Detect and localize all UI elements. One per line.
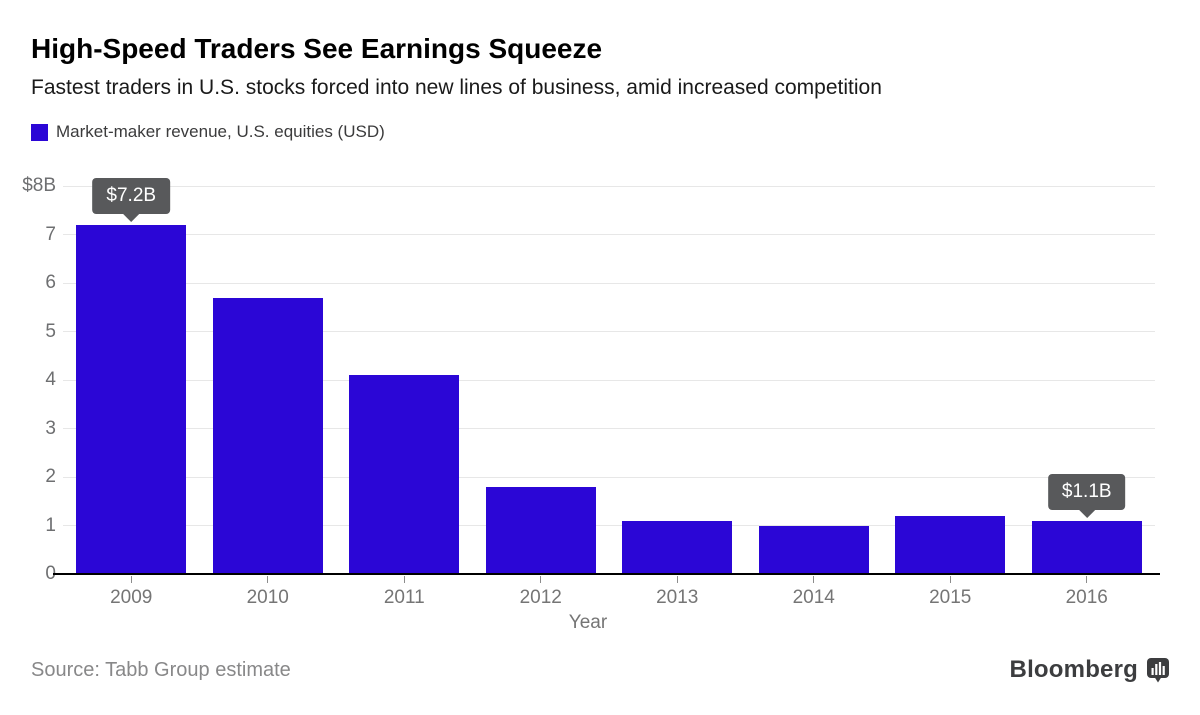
x-axis-line xyxy=(53,573,1160,575)
y-gridline xyxy=(63,282,1155,284)
bar-2010 xyxy=(212,297,323,574)
y-tick-label: 0 xyxy=(45,563,56,584)
y-tick-label: 2 xyxy=(45,466,56,487)
y-gridline xyxy=(63,331,1155,332)
x-tick-label: 2012 xyxy=(519,587,562,608)
x-tick-label: 2013 xyxy=(656,587,699,608)
y-gridline xyxy=(63,428,1155,429)
x-tick xyxy=(130,576,132,583)
legend-label: Market-maker revenue, U.S. equities (USD… xyxy=(56,122,385,141)
bar-2011 xyxy=(349,375,460,574)
x-tick-label: 2015 xyxy=(929,587,972,608)
x-tick xyxy=(267,576,269,583)
x-tick-label: 2011 xyxy=(383,587,425,608)
chart-subtitle: Fastest traders in U.S. stocks forced in… xyxy=(31,76,882,99)
x-tick xyxy=(813,576,815,583)
bar-2012 xyxy=(485,486,596,574)
x-tick xyxy=(1086,576,1088,583)
bar-2013 xyxy=(622,520,733,574)
x-tick-label: 2010 xyxy=(246,587,289,608)
bar-2016 xyxy=(1031,520,1142,574)
bar-2015 xyxy=(895,515,1006,574)
y-gridline xyxy=(63,379,1155,381)
y-gridline xyxy=(63,185,1155,187)
bloomberg-wordmark: Bloomberg xyxy=(1009,656,1138,683)
x-tick-label: 2014 xyxy=(792,587,835,608)
bloomberg-chart-bubble-icon xyxy=(1146,657,1170,683)
value-callout: $7.2B xyxy=(92,177,171,214)
y-tick-label: 5 xyxy=(45,320,56,342)
legend: Market-maker revenue, U.S. equities (USD… xyxy=(31,122,385,142)
y-tick-label: 7 xyxy=(45,223,56,245)
y-tick-label: 6 xyxy=(45,272,56,293)
legend-swatch-icon xyxy=(31,123,48,141)
y-gridline xyxy=(63,525,1155,526)
source-attribution: Source: Tabb Group estimate xyxy=(31,659,291,681)
y-tick-label: 1 xyxy=(45,514,56,536)
value-callout: $1.1B xyxy=(1047,473,1126,510)
x-tick-label: 2009 xyxy=(110,587,153,608)
x-tick xyxy=(403,576,405,583)
y-gridline xyxy=(63,476,1155,478)
x-tick xyxy=(676,576,678,583)
x-tick-label: 2016 xyxy=(1065,587,1108,608)
y-tick-label: 4 xyxy=(45,369,56,390)
y-tick-label: $8B xyxy=(22,175,56,196)
x-axis-title: Year xyxy=(568,612,608,633)
y-gridline xyxy=(63,234,1155,235)
x-tick xyxy=(949,576,951,583)
x-tick xyxy=(540,576,542,583)
page-title: High-Speed Traders See Earnings Squeeze xyxy=(31,33,603,64)
bar-2009 xyxy=(76,224,187,574)
bar-2014 xyxy=(758,525,869,574)
y-tick-label: 3 xyxy=(45,417,56,439)
bloomberg-logo: Bloomberg xyxy=(1010,656,1170,684)
